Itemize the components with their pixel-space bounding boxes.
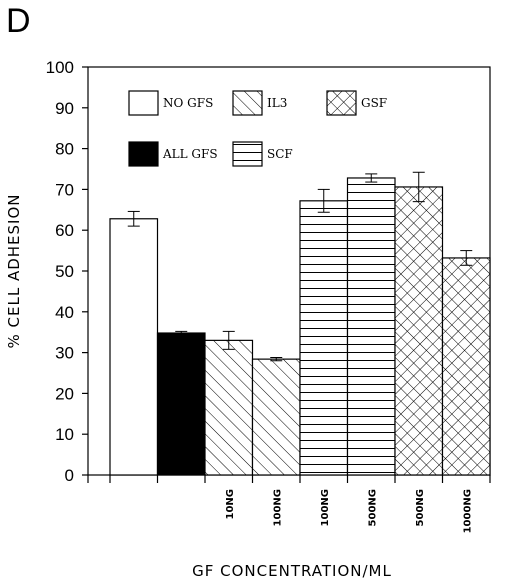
bar-2 (204, 339, 254, 476)
y-tick-label-6: 60 (55, 221, 74, 240)
panel-label: D (6, 2, 31, 40)
x-tick-label-5: 500NG (367, 489, 378, 526)
y-tick-label-5: 50 (55, 262, 74, 281)
error-bar-4 (317, 188, 330, 213)
y-tick-label-8: 80 (55, 140, 74, 159)
legend-swatch-0 (128, 90, 159, 116)
y-tick-label-7: 70 (55, 180, 74, 199)
bar-1 (156, 332, 206, 476)
bar-0 (109, 218, 159, 476)
x-tick-label-4: 100NG (320, 489, 331, 526)
legend-swatch-4 (232, 141, 263, 167)
x-axis-title: GF CONCENTRATION/ML (192, 562, 392, 580)
y-axis-title: % CELL ADHESION (5, 194, 23, 349)
x-axis: 10NG 100NG 100NG 500NG 500NG 1000NG (87, 475, 491, 533)
y-tick-label-4: 40 (55, 303, 74, 322)
legend-swatch-2 (326, 90, 357, 116)
error-bar-2 (222, 330, 235, 350)
legend: NO GFS IL3 GSF ALL GFS SCF (128, 90, 387, 167)
x-tick-label-6: 500NG (415, 489, 426, 526)
y-tick-label-3: 30 (55, 344, 74, 363)
legend-item-2: GSF (326, 90, 387, 116)
y-tick-label-2: 20 (55, 384, 74, 403)
error-bar-1 (175, 330, 188, 336)
bars (109, 177, 491, 476)
x-tick-label-2: 10NG (225, 489, 236, 520)
y-tick-label-10: 100 (46, 58, 74, 77)
bar-7 (441, 257, 491, 476)
x-tick-label-7: 1000NG (462, 489, 473, 533)
legend-swatch-3 (128, 141, 159, 167)
error-bar-3 (270, 356, 283, 362)
y-axis: 0 10 20 30 40 50 60 70 80 90 100 (46, 58, 88, 485)
legend-label-0: NO GFS (163, 96, 213, 110)
y-tick-label-9: 90 (55, 99, 74, 118)
legend-item-3: ALL GFS (128, 141, 218, 167)
error-bar-7 (460, 250, 473, 266)
error-bars (127, 171, 473, 362)
legend-label-2: GSF (361, 96, 387, 110)
y-tick-label-0: 0 (65, 466, 74, 485)
bar-3 (251, 358, 301, 476)
error-bar-6 (412, 171, 425, 203)
bar-6 (394, 186, 444, 476)
legend-item-1: IL3 (232, 90, 287, 116)
error-bar-0 (127, 210, 140, 227)
bar-4 (299, 200, 349, 476)
legend-item-0: NO GFS (128, 90, 213, 116)
error-bar-5 (365, 173, 378, 183)
legend-label-4: SCF (267, 147, 293, 161)
x-tick-label-3: 100NG (272, 489, 283, 526)
legend-swatch-1 (232, 90, 263, 116)
legend-label-1: IL3 (267, 96, 287, 110)
legend-label-3: ALL GFS (162, 147, 218, 161)
y-tick-label-1: 10 (55, 425, 74, 444)
legend-item-4: SCF (232, 141, 293, 167)
bar-5 (346, 177, 396, 476)
